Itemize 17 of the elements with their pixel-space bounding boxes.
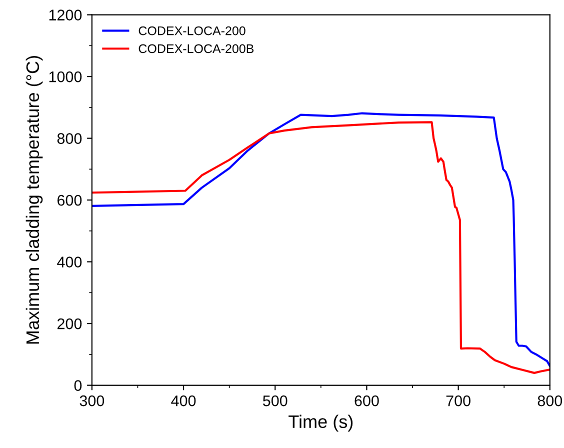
y-tick-label: 800 xyxy=(57,133,82,144)
x-tick-label: 500 xyxy=(262,395,288,406)
y-tick-label: 400 xyxy=(57,256,82,268)
y-tick-label: 600 xyxy=(58,194,82,206)
x-tick-label: 800 xyxy=(538,395,562,406)
y-tick-label: 200 xyxy=(57,318,82,330)
x-axis-title: Time (s) xyxy=(288,414,353,432)
x-tick-label: 600 xyxy=(354,395,379,406)
y-tick-label: 1000 xyxy=(49,71,82,82)
x-tick-label: 300 xyxy=(80,395,104,406)
legend-label: CODEX-LOCA-200B xyxy=(138,44,254,54)
y-tick-label: 0 xyxy=(74,380,82,391)
x-tick-label: 400 xyxy=(171,395,196,406)
y-axis-title: Maximum cladding temperature (°C) xyxy=(26,56,43,344)
x-tick-label: 700 xyxy=(446,395,470,406)
y-tick-label: 1200 xyxy=(49,10,82,20)
legend-label: CODEX-LOCA-200 xyxy=(138,26,246,36)
